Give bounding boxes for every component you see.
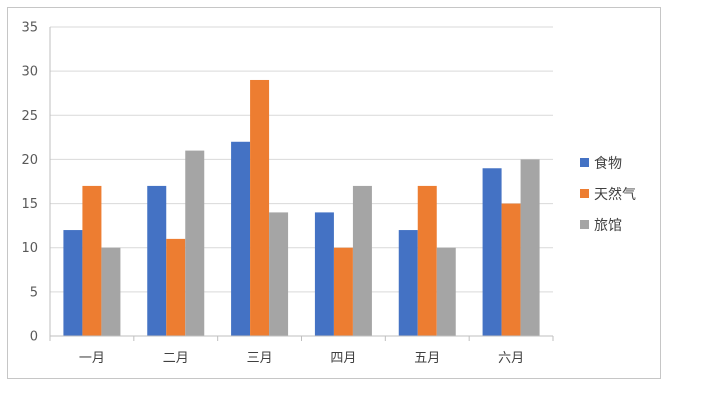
y-tick-label: 10: [21, 241, 38, 256]
legend-label: 食物: [594, 155, 622, 172]
y-tick-label: 35: [21, 21, 38, 36]
bar: [333, 247, 353, 336]
gridlines: [50, 26, 553, 293]
bar: [250, 79, 270, 336]
bar: [314, 212, 334, 336]
y-tick-labels: 0 5 10 15 20 25 30 35: [21, 21, 38, 345]
y-tick-label: 0: [30, 330, 38, 345]
y-tick-label: 15: [21, 197, 38, 212]
bar: [436, 247, 456, 336]
bar: [101, 247, 121, 336]
x-tick-labels: 一月 二月 三月 四月 五月 六月: [79, 351, 524, 366]
legend-label: 旅馆: [594, 218, 622, 234]
y-tick-label: 20: [21, 153, 38, 168]
x-tick-label: 一月: [79, 351, 105, 366]
bar: [482, 168, 502, 336]
bar: [147, 185, 167, 336]
x-tick-label: 三月: [247, 351, 273, 366]
bar: [398, 230, 418, 336]
legend-label: 天然气: [594, 186, 636, 203]
x-tick-label: 二月: [163, 351, 189, 366]
bar: [63, 230, 83, 336]
legend-swatch: [580, 189, 589, 198]
legend-swatch: [580, 158, 589, 167]
axes: [49, 27, 554, 341]
x-tick-label: 六月: [498, 351, 524, 366]
y-tick-label: 25: [21, 109, 38, 124]
legend-swatch: [580, 220, 589, 229]
bars: [63, 79, 540, 336]
y-tick-label: 5: [30, 285, 38, 300]
x-tick-label: 四月: [330, 351, 356, 366]
bar: [269, 212, 289, 336]
y-tick-label: 30: [21, 65, 38, 80]
bar: [352, 185, 372, 336]
bar: [231, 141, 251, 336]
bar: [520, 159, 540, 336]
bar: [82, 185, 102, 336]
bar: [417, 185, 437, 336]
bar: [501, 203, 521, 336]
bar: [185, 150, 205, 336]
x-tick-label: 五月: [414, 351, 440, 366]
bar: [166, 238, 186, 336]
